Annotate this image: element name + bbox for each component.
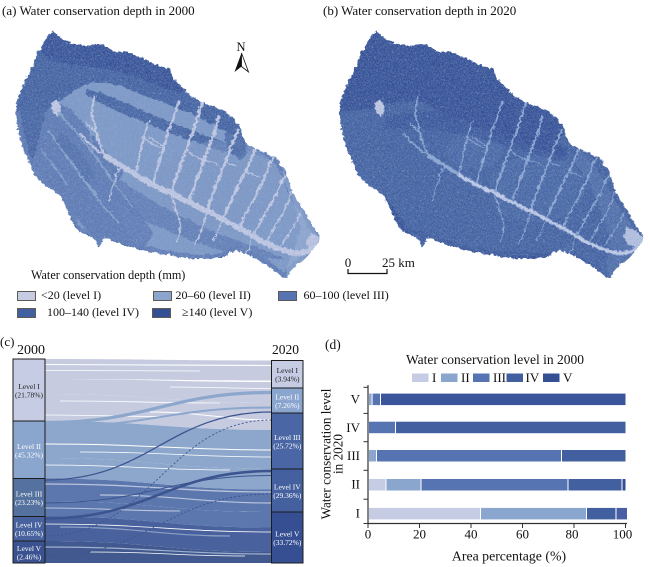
svg-text:40: 40 [465,527,478,542]
svg-text:IV: IV [346,420,360,435]
svg-text:(33.72%): (33.72%) [273,538,302,547]
svg-text:II: II [351,477,360,492]
svg-text:(7.26%): (7.26%) [275,401,300,410]
svg-text:(3.94%): (3.94%) [275,375,300,384]
svg-text:(23.23%): (23.23%) [15,498,44,507]
svg-text:Level II: Level II [17,442,41,451]
svg-text:Level IV: Level IV [274,483,301,492]
svg-text:25 km: 25 km [382,255,415,270]
svg-text:(25.72%): (25.72%) [273,442,302,451]
svg-text:Area percentage (%): Area percentage (%) [452,549,566,565]
svg-text:0: 0 [345,255,352,270]
svg-text:III: III [493,370,506,385]
svg-text:Level I: Level I [18,382,40,391]
svg-text:Level V: Level V [17,544,42,553]
svg-text:I: I [432,370,436,385]
svg-text:N: N [236,40,245,54]
svg-text:(10.65%): (10.65%) [15,529,44,538]
svg-text:0: 0 [365,527,372,542]
svg-text:(21.78%): (21.78%) [15,391,44,400]
svg-text:Level III: Level III [274,433,301,442]
svg-text:Level II: Level II [275,393,299,402]
svg-text:(45.32%): (45.32%) [15,451,44,460]
svg-text:(2.46%): (2.46%) [17,553,42,562]
svg-text:Level III: Level III [16,490,43,499]
svg-text:Level IV: Level IV [16,521,43,530]
svg-text:20: 20 [413,527,426,542]
svg-text:I: I [356,505,360,520]
svg-text:Level I: Level I [277,366,299,375]
svg-text:III: III [347,448,360,463]
svg-text:II: II [461,370,470,385]
svg-text:80: 80 [566,527,579,542]
svg-text:Level V: Level V [275,530,300,539]
svg-text:IV: IV [526,370,540,385]
svg-text:(29.36%): (29.36%) [273,491,302,500]
svg-text:60: 60 [516,527,529,542]
svg-text:V: V [351,392,361,407]
svg-text:V: V [563,370,573,385]
svg-text:100: 100 [613,527,633,542]
